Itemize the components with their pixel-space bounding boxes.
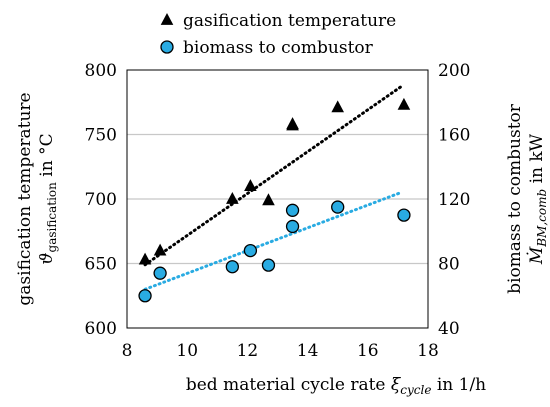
y-right-tick-label-200: 200	[438, 61, 470, 81]
y-right-tick-label-160: 160	[438, 126, 470, 146]
legend-label-1: biomass to combustor	[183, 38, 374, 58]
point-temperature-0	[138, 252, 152, 265]
legend-marker-biomass	[160, 40, 174, 54]
y-left-tick-label-650: 650	[85, 255, 117, 275]
point-biomass-4	[261, 258, 276, 272]
legend: gasification temperature biomass to combu…	[160, 11, 396, 58]
y-axis-right-label-line2: ṀBM,comb in kW	[526, 133, 549, 265]
point-biomass-7	[331, 200, 345, 214]
tick-labels: 8 10 12 14 16 18 600 650 700 750 800 40 80 120 160 200	[85, 61, 471, 361]
y-left-tick-label-800: 800	[85, 61, 117, 81]
y-right-tick-label-40: 40	[438, 319, 460, 339]
plot-frame	[126, 69, 429, 329]
x-tick-label-12: 12	[237, 341, 259, 361]
x-tick-label-14: 14	[297, 341, 319, 361]
plot-area-border	[126, 69, 429, 329]
point-biomass-2	[225, 260, 240, 274]
point-temperature-4	[262, 193, 275, 206]
point-temperature-2	[226, 192, 239, 204]
y-axis-right-label-line1: biomass to combustor	[505, 103, 525, 294]
x-tick-label-10: 10	[176, 341, 198, 361]
y-axis-left-label-line1: gasification temperature	[15, 92, 35, 305]
y-right-tick-label-80: 80	[438, 255, 460, 275]
trend-line-1	[143, 191, 403, 291]
point-temperature-6	[286, 118, 299, 131]
x-axis-label: bed material cycle rate ξcycle in 1/h	[186, 375, 486, 397]
y-axis-left-label: gasification temperature ϑgasification i…	[15, 92, 59, 305]
trend-line-0	[143, 85, 403, 267]
point-biomass-8	[397, 208, 411, 222]
x-tick-label-16: 16	[357, 341, 379, 361]
y-left-tick-label-700: 700	[85, 190, 117, 210]
grid	[127, 133, 428, 265]
x-tick-label-18: 18	[417, 341, 439, 361]
point-temperature-8	[397, 97, 411, 110]
trend-lines	[143, 85, 403, 291]
legend-marker-temperature	[160, 13, 174, 25]
point-biomass-1	[153, 266, 167, 280]
point-biomass-6	[285, 203, 300, 217]
point-biomass-0	[138, 289, 152, 303]
point-temperature-1	[153, 243, 167, 256]
y-axis-right-label: biomass to combustor ṀBM,comb in kW	[505, 103, 549, 294]
y-axis-left-label-line2: ϑgasification in °C	[37, 133, 59, 264]
point-temperature-7	[331, 100, 344, 113]
point-biomass-3	[243, 243, 258, 258]
x-tick-label-8: 8	[122, 341, 133, 361]
point-temperature-3	[244, 179, 257, 191]
y-right-tick-label-120: 120	[438, 190, 470, 210]
point-biomass-5	[285, 219, 300, 234]
legend-label-0: gasification temperature	[183, 11, 396, 31]
y-left-tick-label-750: 750	[85, 126, 117, 146]
data-points	[138, 97, 411, 303]
y-left-tick-label-600: 600	[85, 319, 117, 339]
